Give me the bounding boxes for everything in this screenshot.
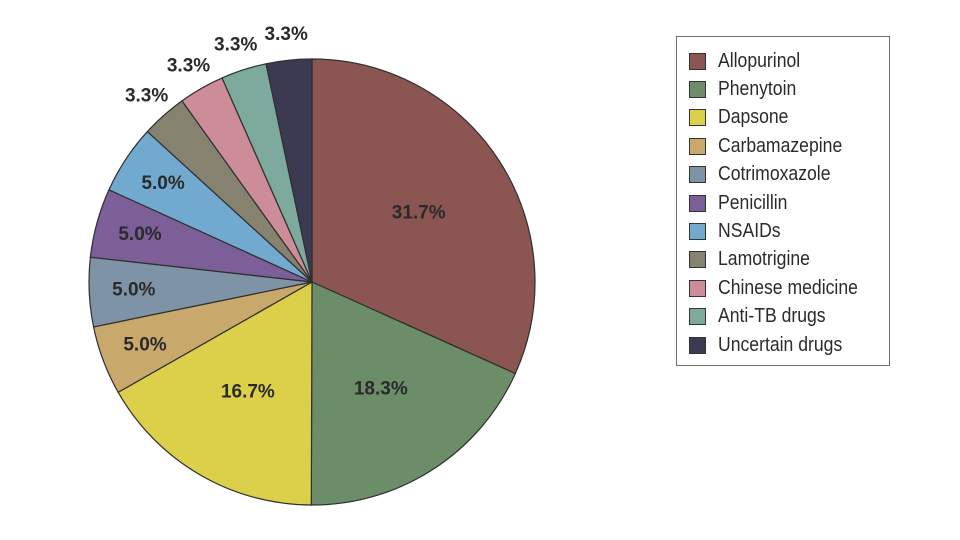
- pie-slice-uncertain-drugs: [265, 58, 313, 283]
- legend-label: Chinese medicine: [718, 276, 858, 299]
- legend-item-lamotrigine: Lamotrigine: [689, 246, 889, 274]
- legend-label: Anti-TB drugs: [718, 305, 826, 328]
- pie-slice-dapsone: [117, 280, 313, 506]
- slice-label-dapsone: 16.7%: [221, 381, 275, 402]
- legend-label: Cotrimoxazole: [718, 163, 831, 186]
- legend-label: Penicillin: [718, 191, 788, 214]
- legend-swatch: [689, 194, 706, 212]
- legend: Allopurinol Phenytoin Dapsone Carbamazep…: [676, 36, 890, 366]
- slice-label-cotrimoxazole: 5.0%: [112, 280, 155, 301]
- legend-swatch: [689, 166, 706, 184]
- legend-swatch: [689, 336, 706, 354]
- slice-label-lamotrigine: 3.3%: [125, 85, 168, 106]
- slice-label-phenytoin: 18.3%: [354, 378, 408, 399]
- legend-label: Dapsone: [718, 106, 789, 129]
- legend-swatch: [689, 308, 706, 326]
- legend-swatch: [689, 279, 706, 297]
- legend-swatch: [689, 223, 706, 241]
- legend-label: Carbamazepine: [718, 134, 843, 157]
- slice-label-carbamazepine: 5.0%: [123, 334, 166, 355]
- slice-label-anti-tb-drugs: 3.3%: [214, 35, 257, 56]
- legend-label: Lamotrigine: [718, 248, 810, 271]
- pie-slice-allopurinol: [311, 58, 536, 375]
- legend-item-allopurinol: Allopurinol: [689, 47, 889, 75]
- legend-swatch: [689, 109, 706, 127]
- legend-item-carbamazepine: Carbamazepine: [689, 132, 889, 160]
- pie-slice-phenytoin: [310, 281, 517, 506]
- legend-item-uncertain-drugs: Uncertain drugs: [689, 331, 889, 359]
- slice-label-penicillin: 5.0%: [118, 224, 161, 245]
- slice-label-nsaids: 5.0%: [141, 173, 184, 194]
- legend-label: NSAIDs: [718, 220, 781, 243]
- legend-item-anti-tb-drugs: Anti-TB drugs: [689, 303, 889, 331]
- legend-item-phenytoin: Phenytoin: [689, 75, 889, 103]
- legend-item-nsaids: NSAIDs: [689, 217, 889, 245]
- legend-item-dapsone: Dapsone: [689, 104, 889, 132]
- legend-swatch: [689, 137, 706, 155]
- legend-swatch: [689, 52, 706, 70]
- legend-item-chinese-medicine: Chinese medicine: [689, 274, 889, 302]
- legend-swatch: [689, 81, 706, 99]
- legend-item-cotrimoxazole: Cotrimoxazole: [689, 161, 889, 189]
- slice-label-chinese-medicine: 3.3%: [167, 55, 210, 76]
- slice-label-uncertain-drugs: 3.3%: [265, 24, 308, 45]
- legend-label: Allopurinol: [718, 49, 801, 72]
- legend-label: Phenytoin: [718, 78, 797, 101]
- slice-label-allopurinol: 31.7%: [392, 203, 446, 224]
- legend-swatch: [689, 251, 706, 269]
- legend-item-penicillin: Penicillin: [689, 189, 889, 217]
- legend-label: Uncertain drugs: [718, 333, 843, 356]
